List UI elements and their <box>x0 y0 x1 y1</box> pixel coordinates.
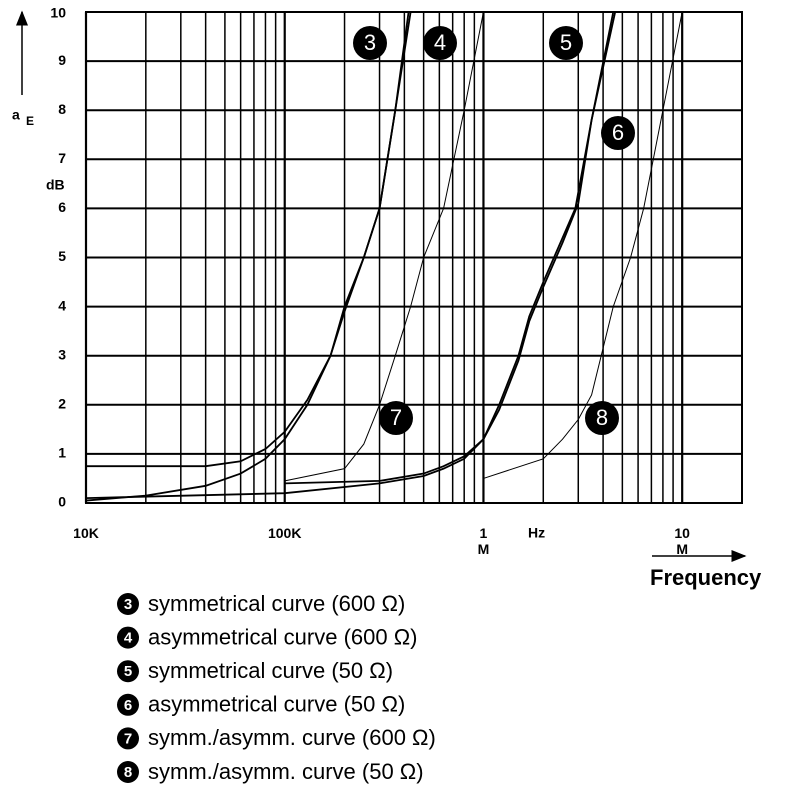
x-tick-label: 1 M <box>477 525 490 557</box>
legend-label: symmetrical curve (50 Ω) <box>148 658 393 683</box>
y-tick-label: 3 <box>58 346 66 362</box>
y-tick-label: 4 <box>58 297 66 313</box>
curve-label: 5 <box>560 30 572 55</box>
y-tick-label: 0 <box>58 494 66 510</box>
curve-label-badge <box>585 401 619 435</box>
y-tick-label: 9 <box>58 52 66 68</box>
x-tick-label: 100K <box>267 525 302 541</box>
curve-label: 3 <box>364 30 376 55</box>
legend-badge <box>117 626 139 649</box>
curve-label-badge <box>379 401 413 435</box>
curve-label-badge <box>423 26 457 60</box>
legend-label: asymmetrical curve (600 Ω) <box>148 624 418 649</box>
x-unit: Hz <box>528 525 545 541</box>
x-tick-label: 10 M <box>674 525 690 557</box>
curve-label: 6 <box>612 120 624 145</box>
y-tick-label: 10 <box>50 5 66 21</box>
y-tick-label: 8 <box>58 101 66 117</box>
legend-badge <box>117 660 139 683</box>
legend-badge <box>117 727 139 750</box>
curve <box>85 11 615 499</box>
y-tick-label: 1 <box>58 445 66 461</box>
curve <box>284 11 484 482</box>
x-tick-label: 10K <box>73 525 99 541</box>
legend-badge <box>117 693 139 716</box>
y-tick-label: 5 <box>58 248 66 264</box>
legend-badge <box>117 593 139 615</box>
curve <box>86 11 410 468</box>
y-unit: dB <box>46 177 65 193</box>
legend-label: symm./asymm. curve (50 Ω) <box>148 759 424 784</box>
curve-label-badge <box>353 26 387 60</box>
curve <box>85 11 412 502</box>
y-label-sub: E <box>26 114 34 128</box>
curve <box>483 11 683 479</box>
curve-label: 7 <box>390 405 402 430</box>
y-label: a <box>12 107 20 123</box>
legend-badge-number: 6 <box>124 697 132 714</box>
curve-label: 4 <box>434 30 446 55</box>
curve-label-badge <box>549 26 583 60</box>
curve-label-badge <box>601 116 635 150</box>
legend-badge-number: 8 <box>124 764 132 781</box>
legend-label: symmetrical curve (600 Ω) <box>148 591 405 616</box>
legend-label: symm./asymm. curve (600 Ω) <box>148 725 436 750</box>
legend-badge <box>117 761 139 783</box>
plot-frame <box>85 11 743 504</box>
legend-badge-number: 7 <box>124 730 132 747</box>
y-tick-label: 7 <box>58 150 66 166</box>
curve-label: 8 <box>596 405 608 430</box>
curve <box>284 11 617 485</box>
legend-badge-number: 5 <box>124 663 132 680</box>
legend-badge-number: 4 <box>124 630 133 647</box>
legend-badge-number: 3 <box>124 596 132 613</box>
legend-label: asymmetrical curve (50 Ω) <box>148 692 405 717</box>
y-tick-label: 2 <box>58 396 66 412</box>
y-tick-label: 6 <box>58 199 66 215</box>
x-label: Frequency <box>650 565 762 590</box>
